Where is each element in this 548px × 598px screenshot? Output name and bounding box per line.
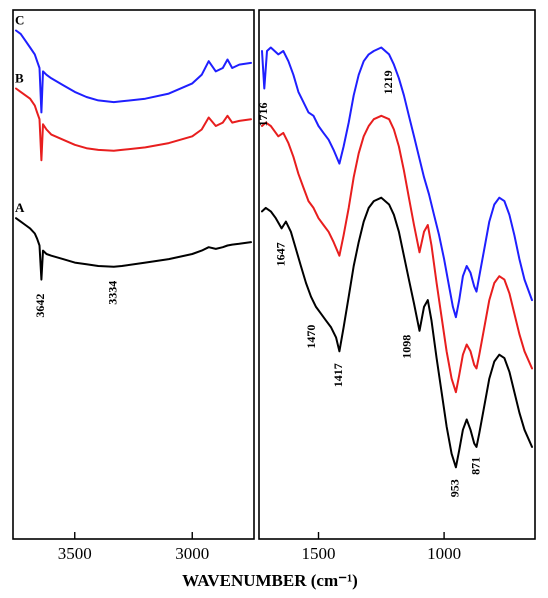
x-tick-label-1500: 1500 bbox=[302, 544, 336, 563]
series-B-line bbox=[261, 114, 533, 394]
peak-label-1417: 1417 bbox=[331, 363, 345, 387]
peak-label-953: 953 bbox=[448, 479, 462, 497]
series-label-B: B bbox=[15, 70, 24, 85]
right-panel-curves bbox=[261, 46, 533, 469]
x-tick-label-3000: 3000 bbox=[175, 544, 209, 563]
right-panel-frame bbox=[258, 9, 536, 540]
peak-label-871: 871 bbox=[468, 457, 482, 475]
right-panel-ticks: 1500 1000 bbox=[302, 532, 461, 563]
peak-label-3642: 3642 bbox=[33, 294, 47, 318]
peak-label-1470: 1470 bbox=[304, 325, 318, 349]
series-C-line bbox=[15, 29, 252, 114]
peak-label-1219: 1219 bbox=[381, 70, 395, 94]
left-panel-annotations: 3642 3334 bbox=[33, 281, 119, 318]
series-label-A: A bbox=[15, 200, 25, 215]
left-panel-frame bbox=[12, 9, 255, 540]
left-panel-series-labels: C B A bbox=[15, 12, 25, 215]
x-tick-label-1000: 1000 bbox=[427, 544, 461, 563]
peak-label-3334: 3334 bbox=[106, 281, 120, 305]
left-panel-ticks: 3500 3000 bbox=[58, 532, 209, 563]
series-A-line bbox=[261, 196, 533, 469]
right-panel-annotations: 1716 1219 1647 1470 1417 1098 953 871 bbox=[256, 70, 482, 497]
x-tick-label-3500: 3500 bbox=[58, 544, 92, 563]
series-label-C: C bbox=[15, 12, 24, 27]
x-axis-title: WAVENUMBER (cm⁻¹) bbox=[182, 571, 358, 590]
series-A-line bbox=[15, 217, 252, 281]
left-panel-curves bbox=[15, 29, 252, 281]
series-B-line bbox=[15, 87, 252, 162]
peak-label-1716: 1716 bbox=[256, 103, 270, 127]
peak-label-1098: 1098 bbox=[399, 335, 413, 359]
series-C-line bbox=[261, 46, 533, 319]
left-panel: 3500 3000 3642 3334 C B A bbox=[12, 9, 255, 563]
right-panel: 1500 1000 1716 1219 1647 1470 1417 1098 953 871 bbox=[256, 9, 536, 563]
peak-label-1647: 1647 bbox=[273, 242, 287, 266]
